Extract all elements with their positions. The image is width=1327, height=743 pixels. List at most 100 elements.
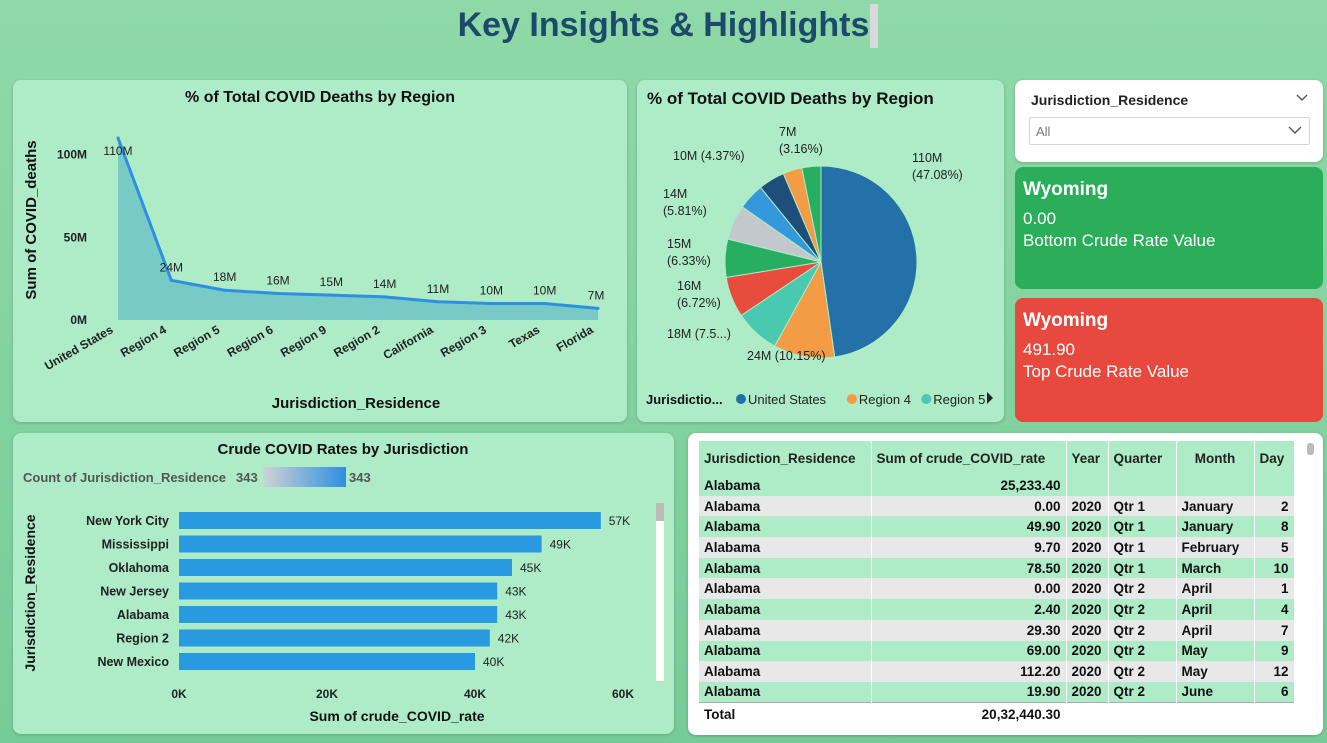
category-label: New York City [86, 514, 169, 528]
data-label: 24M [160, 260, 183, 274]
scrollbar-thumb [656, 503, 664, 521]
slice-label: 10M (4.37%) [673, 149, 745, 163]
table-row[interactable]: Alabama 2.40 2020 Qtr 2 April 4 [699, 599, 1295, 620]
table-row[interactable]: Alabama 0.00 2020 Qtr 2 April 1 [699, 578, 1295, 600]
color-scale-label: Count of Jurisdiction_Residence [23, 470, 226, 485]
chevron-up-icon[interactable] [1295, 90, 1309, 107]
table-cell: 7 [1254, 619, 1295, 641]
legend-marker [921, 394, 932, 404]
table-cell [1066, 475, 1109, 496]
data-label: 40K [483, 655, 504, 669]
bar [179, 535, 542, 553]
data-label: 10M [480, 283, 503, 297]
table-cell: February [1176, 537, 1255, 558]
jurisdiction-slicer[interactable]: Jurisdiction_Residence All [1015, 80, 1323, 162]
top-crude-rate-card[interactable]: Wyoming 491.90 Top Crude Rate Value [1015, 298, 1323, 422]
column-header[interactable]: Quarter [1108, 441, 1177, 475]
table-cell: Qtr 2 [1108, 661, 1177, 682]
x-tick-label: 60K [612, 687, 634, 701]
slice-pct: (5.81%) [663, 204, 707, 218]
table-cell: 0.00 [871, 578, 1067, 600]
table-row[interactable]: Alabama 78.50 2020 Qtr 1 March 10 [699, 557, 1295, 579]
x-axis-label: Sum of crude_COVID_rate [309, 708, 484, 724]
table-row[interactable]: Alabama 0.00 2020 Qtr 1 January 2 [699, 495, 1295, 517]
category-label: Mississippi [102, 538, 169, 552]
table-cell: May [1176, 640, 1255, 662]
table-cell: 2020 [1066, 599, 1109, 620]
total-label: Total [699, 702, 872, 727]
table-row[interactable]: Alabama 112.20 2020 Qtr 2 May 12 [699, 661, 1295, 682]
data-label: 11M [427, 282, 449, 296]
title-cursor [870, 4, 878, 48]
data-point [329, 293, 333, 297]
slicer-dropdown[interactable]: All [1029, 117, 1310, 145]
column-header[interactable]: Month [1176, 441, 1255, 475]
table-cell: Qtr 2 [1108, 599, 1177, 620]
column-header[interactable]: Sum of crude_COVID_rate [871, 441, 1067, 475]
slice-pct: (6.72%) [677, 296, 721, 310]
table-row[interactable]: Alabama 49.90 2020 Qtr 1 January 8 [699, 516, 1295, 538]
table-cell: 29.30 [871, 619, 1067, 641]
page-title: Key Insights & Highlights [457, 6, 870, 44]
table-cell: Qtr 1 [1108, 557, 1177, 579]
y-tick-label: 0M [70, 313, 87, 327]
pie-slice [820, 165, 918, 358]
table-row[interactable]: Alabama 29.30 2020 Qtr 2 April 7 [699, 619, 1295, 641]
category-label: Alabama [117, 608, 170, 622]
table-cell [1254, 475, 1295, 496]
bar-chart: Crude COVID Rates by Jurisdiction Count o… [22, 441, 664, 724]
data-point [543, 301, 547, 305]
x-axis-label: Jurisdiction_Residence [272, 395, 440, 412]
table-cell: 4 [1254, 599, 1295, 620]
slice-label: 15M [667, 237, 691, 251]
data-label: 15M [320, 275, 343, 289]
pie-chart: % of Total COVID Deaths by Region 110M (47… [646, 89, 993, 407]
chevron-down-icon[interactable] [1287, 121, 1303, 140]
table-cell: Alabama [699, 599, 872, 620]
bar [179, 629, 490, 647]
category-label: New Jersey [100, 585, 169, 599]
data-point [436, 300, 440, 304]
column-header[interactable]: Year [1066, 441, 1109, 475]
table-cell: April [1176, 578, 1255, 600]
data-label: 110M [103, 144, 132, 158]
legend-marker [846, 394, 857, 404]
table-cell [1108, 702, 1177, 727]
chart-title: % of Total COVID Deaths by Region [647, 89, 934, 108]
card-label: Top Crude Rate Value [1023, 362, 1190, 381]
bar-chart-panel[interactable]: Crude COVID Rates by Jurisdiction Count o… [13, 433, 674, 734]
table-cell: Alabama [699, 640, 872, 662]
table-cell: Alabama [699, 475, 872, 496]
table-cell: 12 [1254, 661, 1295, 682]
chart-title: % of Total COVID Deaths by Region [185, 89, 455, 106]
column-header[interactable]: Day [1254, 441, 1295, 475]
table-cell: 2020 [1066, 516, 1109, 538]
column-header[interactable]: Jurisdiction_Residence [699, 441, 872, 475]
table-cell: 2020 [1066, 661, 1109, 682]
bottom-crude-rate-card[interactable]: Wyoming 0.00 Bottom Crude Rate Value [1015, 167, 1323, 289]
table-cell [1176, 475, 1255, 496]
x-tick-label: Region 5 [171, 322, 222, 360]
x-tick-label: Region 9 [278, 322, 329, 360]
pie-chart-panel[interactable]: % of Total COVID Deaths by Region 110M (47… [637, 80, 1004, 422]
legend-next-icon [987, 392, 993, 404]
bar [179, 582, 498, 600]
area-fill [118, 138, 598, 320]
table-cell: Alabama [699, 661, 872, 682]
table-row[interactable]: Alabama 25,233.40 [699, 475, 1295, 496]
bar [179, 653, 475, 670]
table-cell: 2020 [1066, 578, 1109, 600]
table-cell [1108, 475, 1177, 496]
table-row[interactable]: Alabama 69.00 2020 Qtr 2 May 9 [699, 640, 1295, 662]
table-row[interactable]: Alabama 9.70 2020 Qtr 1 February 5 [699, 537, 1295, 558]
area-chart-panel[interactable]: % of Total COVID Deaths by Region 0M 50M 10… [13, 80, 627, 422]
total-value: 20,32,440.30 [871, 702, 1067, 727]
table-row[interactable]: Alabama 19.90 2020 Qtr 2 June 6 [699, 681, 1295, 703]
y-axis-label: Sum of COVID_deaths [23, 140, 40, 299]
data-label: 49K [550, 538, 571, 552]
data-table-panel[interactable]: Jurisdiction_Residence Sum of crude_COVI… [688, 433, 1323, 735]
table-cell: Alabama [699, 578, 872, 600]
table-scrollbar[interactable] [1307, 443, 1314, 455]
data-point [596, 306, 600, 310]
legend-title: Jurisdictio... [646, 392, 723, 407]
